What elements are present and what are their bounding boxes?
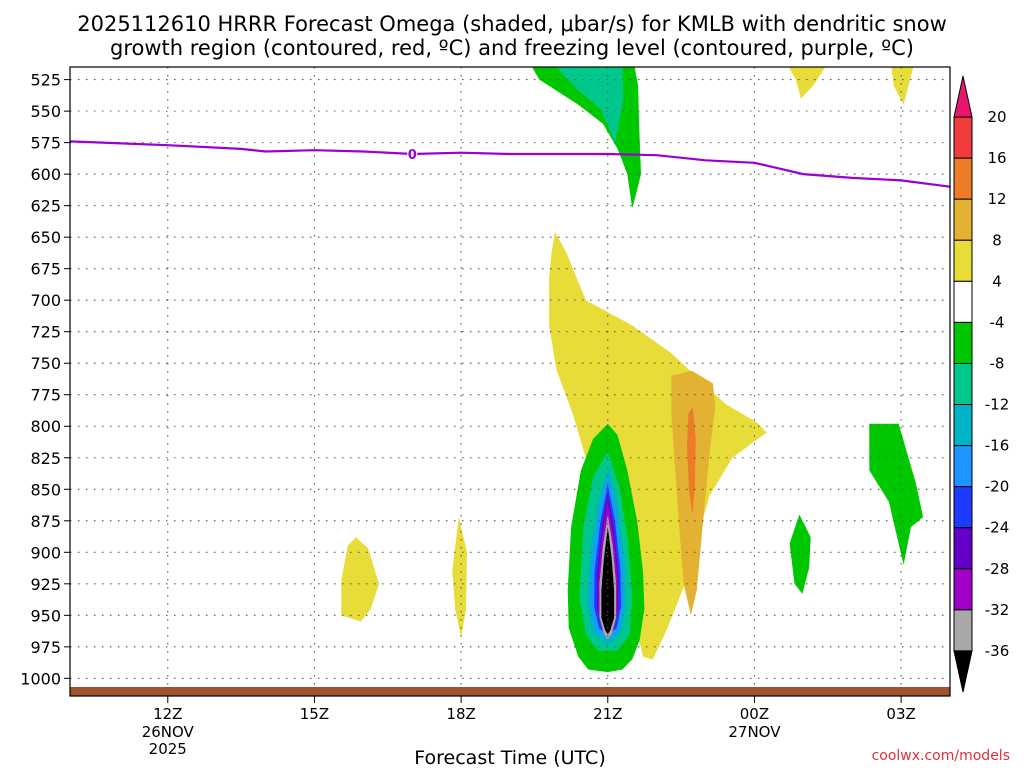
x-tick-label: 21Z [593,705,622,723]
colorbar-swatch [953,609,973,652]
freezing-level-line [69,140,951,188]
colorbar-tick-label: 4 [992,272,1002,290]
colorbar: 20 16 12 8 4 -4 -8 -12 -16 -20 -24 -28 -32 -36 [953,75,1010,693]
y-tick-label: 600 [30,165,61,184]
y-tick-label: 975 [30,638,61,657]
y-tick-label: 750 [30,354,61,373]
colorbar-swatch [953,198,973,241]
freezing-level-contour: 0 [69,140,951,188]
credit-text: coolwx.com/models [872,748,1010,764]
y-tick-label: 950 [30,606,61,625]
colorbar-tick-label: -24 [985,519,1010,537]
y-tick-label: 650 [30,228,61,247]
y-tick-label: 725 [30,323,61,342]
colorbar-tick-label: 16 [987,149,1006,167]
colorbar-swatch [953,568,973,611]
terrain-surface [70,687,950,696]
colorbar-tick-label: -36 [985,642,1010,660]
omega-region-small-yellow [452,517,467,638]
colorbar-swatch-bottom [953,650,973,693]
omega-region-main-black [601,527,615,635]
colorbar-swatch [953,445,973,488]
plot-frame [69,66,951,697]
colorbar-tick-label: -4 [990,313,1005,331]
omega-region-orange-b [687,407,696,515]
x-tick-label: 12Z [153,705,182,723]
y-tick-label: 675 [30,260,61,279]
colorbar-swatch [953,362,973,406]
colorbar-tick-label: -28 [985,560,1010,578]
omega-region-right-green [869,423,924,565]
colorbar-tick-label: -32 [985,601,1010,619]
omega-region-left-yellow [341,537,379,622]
colorbar-tick-label: -12 [985,396,1010,414]
y-tick-label: 800 [30,417,61,436]
colorbar-swatch [953,486,973,529]
omega-region-small-green [789,514,811,594]
y-tick-label: 700 [30,291,61,310]
y-tick-label: 900 [30,543,61,562]
colorbar-swatch [953,527,973,570]
omega-shading [341,67,924,673]
y-axis: 525 550 575 600 625 650 675 700 725 750 775 800 825 8… [20,71,70,688]
y-tick-label: 825 [30,449,61,468]
y-tick-label: 875 [30,512,61,531]
freezing-level-label: 0 [408,148,417,163]
y-tick-label: 625 [30,197,61,216]
omega-region-diag-yellow [549,232,767,660]
y-tick-label: 925 [30,575,61,594]
colorbar-swatch [953,157,973,200]
colorbar-swatch [953,404,973,447]
y-tick-label: 850 [30,480,61,499]
colorbar-tick-label: 12 [987,190,1006,208]
chart-title-line-2: growth region (contoured, red, ºC) and f… [110,36,914,60]
x-tick-sublabel: 26NOV [142,723,195,741]
colorbar-tick-label: 20 [987,108,1006,126]
x-tick-sublabel: 27NOV [728,723,781,741]
colorbar-swatch [953,280,973,323]
y-tick-label: 775 [30,386,61,405]
y-tick-label: 525 [30,71,61,90]
colorbar-swatch [953,239,973,282]
x-tick-label: 15Z [300,705,329,723]
colorbar-tick-label: 8 [992,231,1002,249]
x-tick-label: 18Z [446,705,475,723]
x-tick-sublabel: 2025 [149,740,187,758]
terrain-band [70,687,950,696]
x-axis-label: Forecast Time (UTC) [414,747,605,768]
colorbar-swatch [953,321,973,364]
grid-lines [70,67,950,696]
x-tick-label: 00Z [740,705,769,723]
x-tick-label: 03Z [886,705,915,723]
freezing-level-label-bg [407,145,418,160]
omega-region-upper-teal [556,67,624,143]
chart-title-line-1: 2025112610 HRRR Forecast Omega (shaded, … [77,12,947,36]
colorbar-tick-label: -20 [985,478,1010,496]
omega-region-top-yellow-2 [891,67,914,105]
colorbar-tick-label: -8 [990,354,1005,372]
y-tick-label: 550 [30,102,61,121]
colorbar-swatch [953,116,973,159]
colorbar-tick-label: -16 [985,437,1010,455]
y-tick-label: 575 [30,134,61,153]
y-tick-label: 1000 [20,669,61,688]
omega-region-top-yellow-1 [788,67,826,99]
